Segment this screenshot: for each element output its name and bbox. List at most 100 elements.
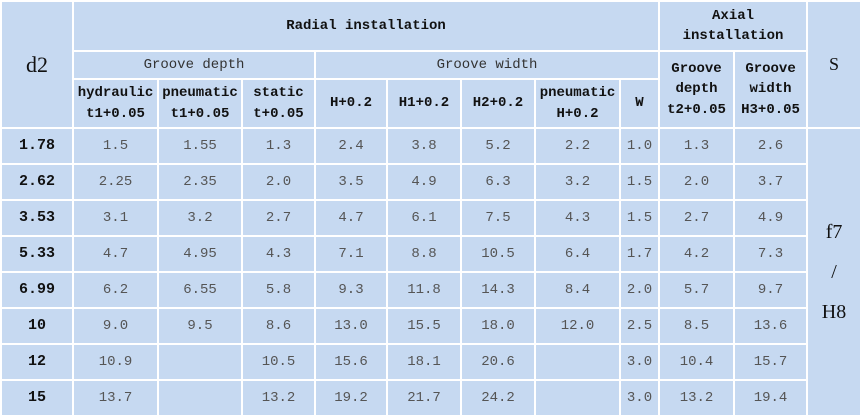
cell: 8.8 [386, 235, 462, 273]
cell-line: t+0.05 [253, 105, 304, 122]
cell [157, 379, 243, 416]
cell: 3.5 [314, 163, 388, 201]
cell: Axial installation [658, 0, 809, 52]
cell: 1.5 [72, 127, 159, 165]
cell: 19.4 [733, 379, 809, 416]
cell: 1.55 [157, 127, 243, 165]
cell: 15.7 [733, 343, 809, 381]
cell: 2.5 [618, 307, 661, 345]
cell: H1+0.2 [386, 78, 462, 129]
cell: 6.4 [534, 235, 621, 273]
cell: 2.7 [241, 199, 316, 237]
cell: 12.0 [534, 307, 621, 345]
cell: 8.6 [241, 307, 316, 345]
header-row: hydraulic t1+0.05 pneumatic t1+0.05 static t+… [1, 78, 860, 129]
cell: 1.78 [0, 127, 74, 165]
cell: 2.0 [658, 163, 736, 201]
cell: 4.7 [72, 235, 159, 273]
cell: 4.2 [658, 235, 736, 273]
cell: 2.7 [658, 199, 736, 237]
cell-line: installation [682, 28, 784, 44]
cell: 6.55 [157, 271, 243, 309]
cell: 3.0 [618, 343, 661, 381]
cell: f7 / H8 [806, 127, 860, 416]
cell: 2.25 [72, 163, 159, 201]
cell: 10.5 [241, 343, 316, 381]
data-row: 10 9.0 9.5 8.6 13.0 15.5 18.0 12.0 2.5 8.5 13.6 [0, 307, 860, 345]
cell: 1.0 [618, 127, 661, 165]
cell: 2.0 [241, 163, 316, 201]
cell-line: Groove [671, 61, 722, 78]
cell: 3.0 [618, 379, 661, 416]
cell: pneumatic t1+0.05 [157, 78, 243, 129]
cell: 13.2 [658, 379, 736, 416]
cell: pneumatic H+0.2 [534, 78, 621, 129]
cell-line: Groove [745, 61, 796, 78]
cell: 15.6 [314, 343, 388, 381]
cell: S [806, 0, 860, 129]
cell: 6.99 [0, 271, 74, 309]
cell: 3.2 [157, 199, 243, 237]
cell-line: H8 [821, 301, 847, 323]
cell: 2.6 [733, 127, 809, 165]
cell-line: f7 [825, 221, 843, 243]
cell-line: H1+0.2 [398, 95, 450, 112]
cell [157, 343, 243, 381]
data-row: 15 13.7 13.2 19.2 21.7 24.2 3.0 13.2 19.4 [0, 379, 860, 416]
cell: 12 [0, 343, 74, 381]
cell: 8.4 [534, 271, 621, 309]
cell-line: pneumatic [539, 85, 616, 102]
cell: 13.6 [733, 307, 809, 345]
cell-line: hydraulic [77, 85, 154, 102]
cell: Radial installation [71, 0, 661, 52]
cell: 7.3 [733, 235, 809, 273]
cell: 4.9 [386, 163, 462, 201]
cell: 9.7 [733, 271, 809, 309]
cell: 14.3 [460, 271, 536, 309]
cell-line: H+0.2 [556, 105, 599, 122]
cell: 3.2 [534, 163, 621, 201]
cell-line: width [749, 81, 792, 98]
cell-line: H+0.2 [329, 95, 372, 112]
cell: 20.6 [460, 343, 536, 381]
cell: 24.2 [460, 379, 536, 416]
cell: H+0.2 [314, 78, 388, 129]
cell-line: W [635, 95, 644, 112]
cell: 9.3 [314, 271, 388, 309]
data-row: 12 10.9 10.5 15.6 18.1 20.6 3.0 10.4 15.7 [0, 343, 860, 381]
cell-line: pneumatic [162, 85, 238, 102]
data-row: 2.62 2.25 2.35 2.0 3.5 4.9 6.3 3.2 1.5 2.0 3.7 [0, 163, 860, 201]
cell: Groove depth [72, 50, 316, 80]
cell: H2+0.2 [460, 78, 536, 129]
cell: 13.0 [314, 307, 388, 345]
cell: 13.7 [72, 379, 159, 416]
cell: 3.8 [386, 127, 462, 165]
cell: 2.4 [314, 127, 388, 165]
cell: 10.9 [72, 343, 159, 381]
cell: 13.2 [241, 379, 316, 416]
cell: 10 [0, 307, 74, 345]
cell: 1.3 [241, 127, 316, 165]
cell: 6.1 [386, 199, 462, 237]
cell: 7.1 [314, 235, 388, 273]
cell: 18.1 [386, 343, 462, 381]
cell-line: depth [675, 81, 718, 98]
cell: 2.0 [618, 271, 661, 309]
cell-line: / [831, 261, 837, 283]
cell: 5.8 [241, 271, 316, 309]
cell: 9.0 [72, 307, 159, 345]
cell: 7.5 [460, 199, 536, 237]
cell: 4.3 [534, 199, 621, 237]
cell: 2.35 [157, 163, 243, 201]
cell: 21.7 [386, 379, 462, 416]
cell: 1.7 [618, 235, 661, 273]
cell: 1.3 [658, 127, 736, 165]
cell: 15 [0, 379, 74, 416]
cell: 2.2 [534, 127, 621, 165]
cell-line: t1+0.05 [170, 105, 230, 122]
cell: 5.33 [0, 235, 74, 273]
cell: 19.2 [314, 379, 388, 416]
data-row: 6.99 6.2 6.55 5.8 9.3 11.8 14.3 8.4 2.0 5.7 9.7 [0, 271, 860, 309]
